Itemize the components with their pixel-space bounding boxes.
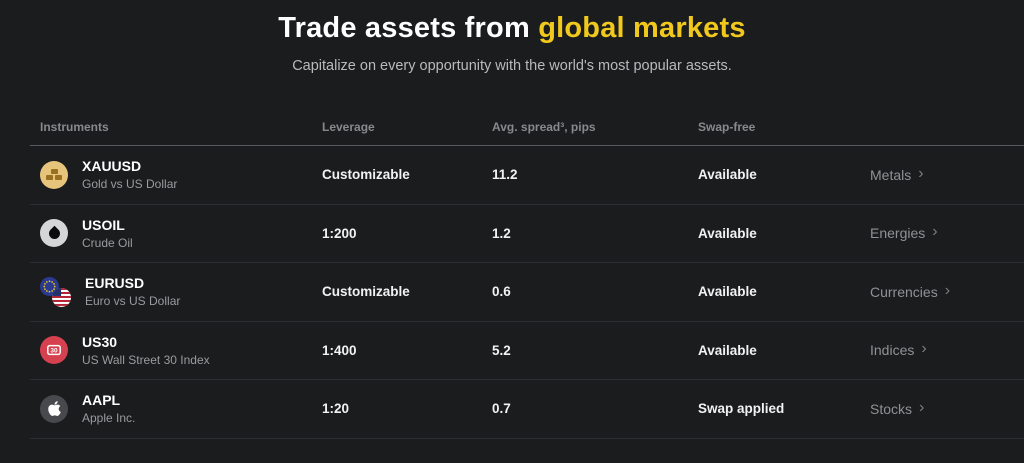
- avg-spread-value: 0.7: [492, 401, 511, 417]
- table-row-eurusd[interactable]: EURUSD Euro vs US Dollar Customizable 0.…: [30, 263, 1024, 322]
- leverage-value: 1:20: [322, 401, 350, 417]
- gold-bars-icon: [40, 160, 68, 189]
- column-header-instruments: Instruments: [40, 119, 109, 134]
- leverage-value: Customizable: [322, 167, 410, 183]
- instrument-symbol: AAPL: [82, 392, 121, 409]
- swap-free-status: Available: [698, 167, 757, 183]
- chevron-right-icon: ›: [944, 281, 951, 299]
- avg-spread-value: 0.6: [492, 284, 511, 300]
- instrument-symbol: EURUSD: [85, 275, 145, 292]
- category-label: Stocks: [870, 400, 913, 417]
- page-subtitle: Capitalize on every opportunity with the…: [292, 58, 732, 74]
- leverage-value: 1:400: [322, 342, 357, 358]
- swap-free-status: Available: [698, 342, 757, 358]
- instrument-description: Apple Inc.: [82, 411, 136, 426]
- category-label: Energies: [870, 225, 926, 242]
- table-header-row: Instruments Leverage Avg. spread³, pips …: [30, 108, 1024, 146]
- instrument-description: US Wall Street 30 Index: [82, 352, 210, 367]
- table-row-us30[interactable]: 30 US30 US Wall Street 30 Index 1:400 5.…: [30, 322, 1024, 380]
- category-label: Indices: [870, 342, 915, 359]
- avg-spread-value: 1.2: [492, 225, 511, 241]
- instrument-cell: 30 US30 US Wall Street 30 Index: [40, 334, 322, 367]
- table-row-aapl[interactable]: AAPL Apple Inc. 1:20 0.7 Swap applied St…: [30, 380, 1024, 439]
- apple-logo-icon: [40, 394, 68, 423]
- category-link-energies[interactable]: Energies ›: [870, 223, 1024, 242]
- instrument-description: Crude Oil: [82, 235, 133, 250]
- column-header-swap-free: Swap-free: [698, 119, 756, 134]
- avg-spread-value: 11.2: [492, 167, 518, 183]
- instrument-description: Euro vs US Dollar: [85, 294, 181, 309]
- category-link-stocks[interactable]: Stocks ›: [870, 398, 1024, 417]
- hero-section: Trade assets from global markets Capital…: [0, 0, 1024, 74]
- leverage-value: 1:200: [322, 225, 357, 241]
- oil-drop-icon: [40, 219, 68, 248]
- column-header-leverage: Leverage: [322, 119, 375, 134]
- category-link-indices[interactable]: Indices ›: [870, 340, 1024, 359]
- category-label: Currencies: [870, 283, 938, 300]
- instrument-description: Gold vs US Dollar: [82, 177, 178, 192]
- table-row-usoil[interactable]: USOIL Crude Oil 1:200 1.2 Available Ener…: [30, 205, 1024, 263]
- instruments-table: Instruments Leverage Avg. spread³, pips …: [30, 108, 1024, 439]
- chevron-right-icon: ›: [918, 164, 924, 182]
- page-title-highlight: global markets: [538, 12, 746, 44]
- instrument-symbol: XAUUSD: [82, 158, 142, 175]
- page-title-prefix: Trade assets from: [278, 12, 539, 44]
- chevron-right-icon: ›: [919, 398, 925, 416]
- instrument-cell: XAUUSD Gold vs US Dollar: [40, 158, 322, 191]
- us30-badge-text: 30: [50, 348, 58, 355]
- category-label: Metals: [870, 166, 912, 183]
- instrument-cell: EURUSD Euro vs US Dollar: [40, 275, 322, 308]
- table-row-xauusd[interactable]: XAUUSD Gold vs US Dollar Customizable 11…: [30, 146, 1024, 205]
- column-header-avg-spread: Avg. spread³, pips: [492, 119, 596, 134]
- page-title: Trade assets from global markets: [0, 11, 1024, 45]
- category-link-currencies[interactable]: Currencies ›: [870, 281, 1024, 300]
- instrument-symbol: USOIL: [82, 216, 125, 233]
- chevron-right-icon: ›: [932, 223, 938, 241]
- swap-free-status: Swap applied: [698, 401, 785, 417]
- avg-spread-value: 5.2: [492, 342, 511, 358]
- leverage-value: Customizable: [322, 284, 410, 300]
- instrument-symbol: US30: [82, 333, 118, 350]
- swap-free-status: Available: [698, 225, 757, 241]
- eu-us-flags-icon: [40, 276, 71, 307]
- instrument-cell: USOIL Crude Oil: [40, 217, 322, 250]
- category-link-metals[interactable]: Metals ›: [870, 164, 1024, 183]
- us30-badge-icon: 30: [40, 336, 68, 365]
- swap-free-status: Available: [698, 284, 757, 300]
- chevron-right-icon: ›: [921, 340, 927, 358]
- instrument-cell: AAPL Apple Inc.: [40, 392, 322, 425]
